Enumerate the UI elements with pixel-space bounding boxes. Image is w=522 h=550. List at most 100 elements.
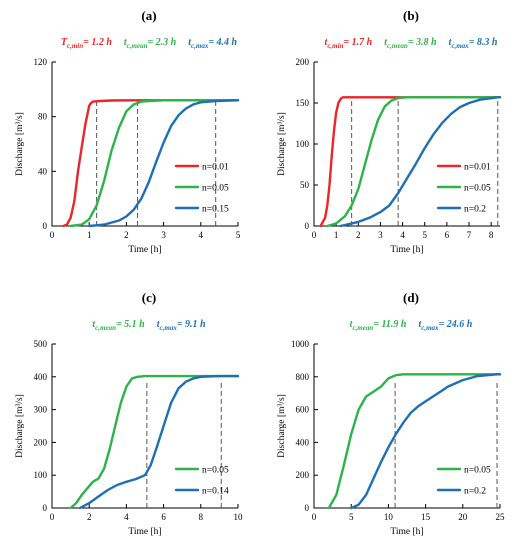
tc-label: t <box>384 37 388 48</box>
y-axis-title: Discharge [m³/s] <box>15 112 25 176</box>
tc-subscript: c,max <box>160 324 178 332</box>
x-tick-label: 3 <box>378 230 383 240</box>
panel-label: (c) <box>142 290 156 305</box>
y-axis-title: Discharge [m³/s] <box>15 394 25 458</box>
concentration-time-header: tc,mean= 5.1 h tc,max= 9.1 h <box>92 319 206 332</box>
axes <box>51 62 238 227</box>
y-tick-label: 400 <box>34 372 48 382</box>
x-tick-label: 0 <box>50 230 55 240</box>
chart-svg: (d)tc,mean= 11.9 h tc,max= 24.6 h02004006… <box>277 290 506 537</box>
x-tick-label: 10 <box>384 512 394 522</box>
legend-label: n=0.05 <box>202 184 229 194</box>
y-tick-label: 50 <box>300 180 310 190</box>
tc-value: = 24.6 h <box>439 319 473 330</box>
y-tick-label: 0 <box>43 503 48 513</box>
y-tick-label: 80 <box>38 112 48 122</box>
series-line-n=0.14 <box>78 374 240 510</box>
tc-label: t <box>188 37 192 48</box>
y-tick-label: 600 <box>296 405 310 415</box>
y-tick-label: 400 <box>296 437 310 447</box>
chart-svg: (a)Tc,min= 1.2 h tc,mean= 2.3 h tc,max= 4.… <box>15 8 241 255</box>
x-tick-label: 8 <box>199 512 204 522</box>
x-tick-label: 1 <box>87 230 92 240</box>
x-tick-label: 5 <box>349 512 354 522</box>
tc-value: = 1.2 h <box>83 37 112 48</box>
x-axis-title: Time [h] <box>128 245 161 255</box>
y-tick-label: 300 <box>34 405 48 415</box>
tc-value: = 11.9 h <box>373 319 407 330</box>
y-axis-title: Discharge [m³/s] <box>277 394 287 458</box>
series-line-n=0.01 <box>319 96 502 228</box>
tc-value: = 3.8 h <box>408 37 437 48</box>
x-axis-title: Time [h] <box>390 527 423 537</box>
series-line-n=0.05 <box>69 99 240 228</box>
axes <box>313 62 500 227</box>
y-tick-label: 1000 <box>291 339 310 349</box>
tc-value: = 4.4 h <box>208 37 237 48</box>
y-tick-label: 0 <box>305 221 310 231</box>
x-axis-title: Time [h] <box>128 527 161 537</box>
tc-label: T <box>61 37 68 48</box>
tc-label: t <box>92 319 96 330</box>
panel-a: (a) Tc,min= 1.2 h tc,mean= 2.3 h tc,max= 4.… <box>0 0 260 268</box>
y-tick-label: 200 <box>296 470 310 480</box>
x-tick-label: 20 <box>458 512 468 522</box>
x-tick-label: 7 <box>467 230 472 240</box>
y-tick-label: 200 <box>34 437 48 447</box>
legend-label: n=0.05 <box>202 466 229 476</box>
y-tick-label: 120 <box>34 57 48 67</box>
x-tick-label: 2 <box>87 512 92 522</box>
legend-label: n=0.2 <box>464 487 486 497</box>
tc-label: t <box>124 37 128 48</box>
legend-label: n=0.05 <box>464 466 491 476</box>
x-tick-label: 6 <box>445 230 450 240</box>
concentration-time-header: Tc,min= 1.2 h tc,mean= 2.3 h tc,max= 4.4 h <box>61 37 238 50</box>
y-tick-label: 800 <box>296 372 310 382</box>
series-line-n=0.05 <box>327 373 502 510</box>
x-tick-label: 0 <box>312 512 317 522</box>
tc-value: = 9.1 h <box>177 319 206 330</box>
series-line-n=0.01 <box>62 99 240 228</box>
tc-subscript: c,mean <box>95 324 116 332</box>
x-tick-label: 5 <box>236 230 241 240</box>
tc-label: t <box>449 37 453 48</box>
axes <box>313 344 500 509</box>
y-tick-label: 0 <box>305 503 310 513</box>
tc-value: = 8.3 h <box>469 37 498 48</box>
tc-subscript: c,max <box>191 42 209 50</box>
chart-svg: (b)tc,min= 1.7 h tc,mean= 3.8 h tc,max= 8.… <box>277 8 502 255</box>
x-tick-label: 8 <box>489 230 494 240</box>
tc-subscript: c,max <box>421 324 439 332</box>
tc-value: = 1.7 h <box>343 37 372 48</box>
y-tick-label: 150 <box>296 98 310 108</box>
panel-label: (b) <box>403 8 419 23</box>
x-tick-label: 25 <box>496 512 506 522</box>
x-tick-label: 10 <box>234 512 244 522</box>
x-tick-label: 4 <box>124 512 129 522</box>
series-line-n=0.2 <box>350 373 502 510</box>
tc-subscript: c,mean <box>387 42 408 50</box>
y-tick-label: 500 <box>34 339 48 349</box>
series-line-n=0.05 <box>326 96 502 228</box>
legend-label: n=0.01 <box>202 163 229 173</box>
x-tick-label: 15 <box>421 512 431 522</box>
x-tick-label: 2 <box>356 230 361 240</box>
x-tick-label: 1 <box>334 230 339 240</box>
tc-subscript: c,mean <box>352 324 373 332</box>
tc-label: t <box>418 319 422 330</box>
panel-c: (c) tc,mean= 5.1 h tc,max= 9.1 h 0 100 200 300… <box>0 282 260 550</box>
x-tick-label: 0 <box>312 230 317 240</box>
tc-label: t <box>325 37 329 48</box>
y-axis-title: Discharge [m³/s] <box>277 112 287 176</box>
panel-label: (d) <box>403 290 419 305</box>
tc-value: = 2.3 h <box>147 37 176 48</box>
series-line-n=0.05 <box>69 374 240 510</box>
tc-subscript: c,mean <box>127 42 148 50</box>
series-line-n=0.15 <box>88 99 240 228</box>
y-tick-label: 200 <box>296 57 310 67</box>
concentration-time-header: tc,mean= 11.9 h tc,max= 24.6 h <box>350 319 473 332</box>
concentration-time-header: tc,min= 1.7 h tc,mean= 3.8 h tc,max= 8.3 h <box>325 37 498 50</box>
y-tick-label: 100 <box>296 139 310 149</box>
y-tick-label: 40 <box>38 166 48 176</box>
tc-subscript: c,min <box>327 42 343 50</box>
